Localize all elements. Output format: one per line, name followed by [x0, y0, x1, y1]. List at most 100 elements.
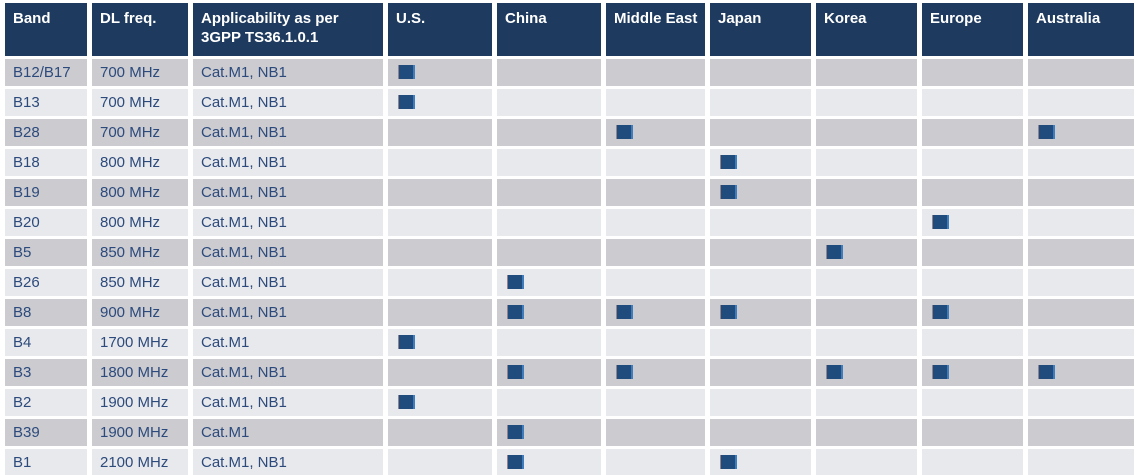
table-row: B18 800 MHz Cat.M1, NB1 — [5, 149, 1134, 176]
region-cell-europe — [922, 449, 1023, 475]
table-row: B8 900 MHz Cat.M1, NB1 — [5, 299, 1134, 326]
band-cell: B4 — [5, 329, 87, 356]
column-header-band: Band — [5, 3, 87, 56]
dl-freq-cell: 1800 MHz — [92, 359, 188, 386]
region-cell-china — [497, 329, 601, 356]
region-cell-europe — [922, 149, 1023, 176]
dl-freq-cell: 700 MHz — [92, 59, 188, 86]
region-cell-korea — [816, 359, 917, 386]
applicability-cell: Cat.M1, NB1 — [193, 119, 383, 146]
region-cell-australia — [1028, 89, 1134, 116]
filled-square-icon — [616, 365, 633, 380]
table-row: B39 1900 MHz Cat.M1 — [5, 419, 1134, 446]
region-cell-korea — [816, 449, 917, 475]
filled-square-icon — [826, 365, 843, 380]
band-cell: B3 — [5, 359, 87, 386]
region-cell-china — [497, 119, 601, 146]
column-header-middle-east: Middle East — [606, 3, 705, 56]
filled-square-icon — [507, 455, 524, 470]
region-cell-middle-east — [606, 239, 705, 266]
region-cell-middle-east — [606, 299, 705, 326]
band-cell: B19 — [5, 179, 87, 206]
filled-square-icon — [398, 95, 415, 110]
filled-square-icon — [720, 155, 737, 170]
table-row: B5 850 MHz Cat.M1, NB1 — [5, 239, 1134, 266]
region-cell-korea — [816, 119, 917, 146]
dl-freq-cell: 900 MHz — [92, 299, 188, 326]
region-cell-us — [388, 179, 492, 206]
region-cell-japan — [710, 89, 811, 116]
table-row: B19 800 MHz Cat.M1, NB1 — [5, 179, 1134, 206]
dl-freq-cell: 800 MHz — [92, 209, 188, 236]
table-row: B12/B17 700 MHz Cat.M1, NB1 — [5, 59, 1134, 86]
applicability-cell: Cat.M1, NB1 — [193, 299, 383, 326]
applicability-cell: Cat.M1, NB1 — [193, 449, 383, 475]
region-cell-europe — [922, 269, 1023, 296]
table-row: B3 1800 MHz Cat.M1, NB1 — [5, 359, 1134, 386]
region-cell-china — [497, 209, 601, 236]
region-cell-china — [497, 59, 601, 86]
region-cell-japan — [710, 269, 811, 296]
filled-square-icon — [932, 365, 949, 380]
region-cell-korea — [816, 59, 917, 86]
filled-square-icon — [398, 395, 415, 410]
column-header-dl-freq: DL freq. — [92, 3, 188, 56]
column-header-japan: Japan — [710, 3, 811, 56]
region-cell-middle-east — [606, 59, 705, 86]
column-header-australia: Australia — [1028, 3, 1134, 56]
filled-square-icon — [507, 275, 524, 290]
region-cell-us — [388, 119, 492, 146]
band-cell: B1 — [5, 449, 87, 475]
dl-freq-cell: 2100 MHz — [92, 449, 188, 475]
applicability-cell: Cat.M1, NB1 — [193, 179, 383, 206]
region-cell-europe — [922, 59, 1023, 86]
region-cell-middle-east — [606, 359, 705, 386]
dl-freq-cell: 700 MHz — [92, 89, 188, 116]
region-cell-australia — [1028, 449, 1134, 475]
region-cell-europe — [922, 359, 1023, 386]
band-cell: B5 — [5, 239, 87, 266]
dl-freq-cell: 1700 MHz — [92, 329, 188, 356]
region-cell-europe — [922, 119, 1023, 146]
region-cell-middle-east — [606, 89, 705, 116]
region-cell-korea — [816, 269, 917, 296]
column-header-korea: Korea — [816, 3, 917, 56]
region-cell-japan — [710, 449, 811, 475]
region-cell-australia — [1028, 59, 1134, 86]
region-cell-china — [497, 389, 601, 416]
applicability-cell: Cat.M1, NB1 — [193, 239, 383, 266]
region-cell-korea — [816, 329, 917, 356]
region-cell-korea — [816, 209, 917, 236]
region-cell-japan — [710, 329, 811, 356]
region-cell-china — [497, 299, 601, 326]
region-cell-australia — [1028, 329, 1134, 356]
region-cell-korea — [816, 389, 917, 416]
region-cell-australia — [1028, 419, 1134, 446]
filled-square-icon — [1038, 125, 1055, 140]
band-cell: B28 — [5, 119, 87, 146]
region-cell-china — [497, 179, 601, 206]
region-cell-middle-east — [606, 419, 705, 446]
region-cell-china — [497, 149, 601, 176]
region-cell-china — [497, 449, 601, 475]
applicability-cell: Cat.M1, NB1 — [193, 359, 383, 386]
region-cell-us — [388, 239, 492, 266]
region-cell-middle-east — [606, 269, 705, 296]
applicability-cell: Cat.M1, NB1 — [193, 89, 383, 116]
region-cell-us — [388, 209, 492, 236]
region-cell-us — [388, 389, 492, 416]
region-cell-japan — [710, 119, 811, 146]
region-cell-us — [388, 149, 492, 176]
region-cell-korea — [816, 149, 917, 176]
region-cell-korea — [816, 299, 917, 326]
region-cell-korea — [816, 179, 917, 206]
region-cell-us — [388, 299, 492, 326]
region-cell-japan — [710, 179, 811, 206]
region-cell-china — [497, 359, 601, 386]
region-cell-australia — [1028, 209, 1134, 236]
band-cell: B26 — [5, 269, 87, 296]
region-cell-korea — [816, 89, 917, 116]
region-cell-australia — [1028, 359, 1134, 386]
band-cell: B8 — [5, 299, 87, 326]
